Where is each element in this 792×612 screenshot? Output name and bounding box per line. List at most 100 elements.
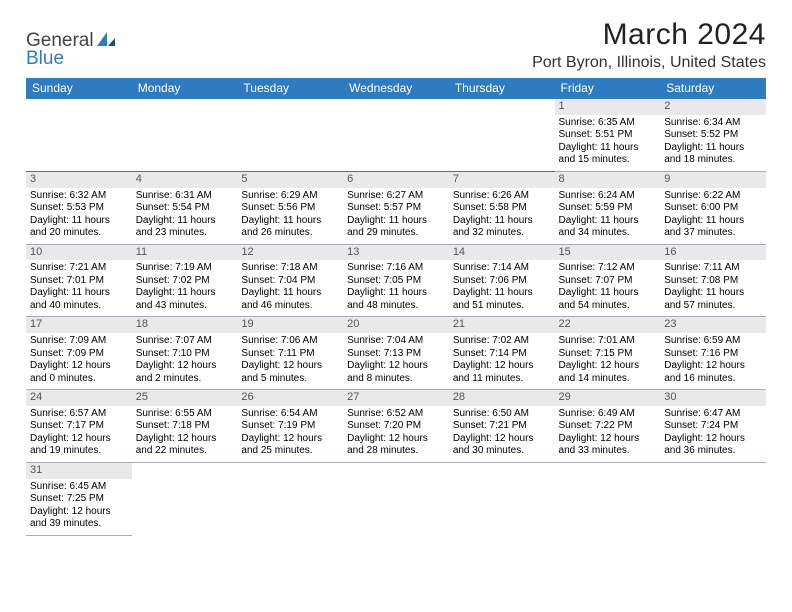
calendar-week-row: 24Sunrise: 6:57 AMSunset: 7:17 PMDayligh… xyxy=(26,390,766,463)
daylight-text: Daylight: 12 hours and 25 minutes. xyxy=(241,433,339,458)
day-number: 10 xyxy=(26,245,132,261)
sunrise-text: Sunrise: 7:09 AM xyxy=(30,335,128,348)
day-number: 15 xyxy=(555,245,661,261)
day-number: 25 xyxy=(132,390,238,406)
sunrise-text: Sunrise: 6:49 AM xyxy=(559,408,657,421)
calendar-week-row: 17Sunrise: 7:09 AMSunset: 7:09 PMDayligh… xyxy=(26,317,766,390)
calendar-cell xyxy=(660,462,766,535)
calendar-cell: 16Sunrise: 7:11 AMSunset: 7:08 PMDayligh… xyxy=(660,244,766,317)
sunset-text: Sunset: 7:09 PM xyxy=(30,348,128,361)
calendar-cell: 12Sunrise: 7:18 AMSunset: 7:04 PMDayligh… xyxy=(237,244,343,317)
day-number: 18 xyxy=(132,317,238,333)
calendar-cell: 21Sunrise: 7:02 AMSunset: 7:14 PMDayligh… xyxy=(449,317,555,390)
sunset-text: Sunset: 5:58 PM xyxy=(453,202,551,215)
sunset-text: Sunset: 5:57 PM xyxy=(347,202,445,215)
daylight-text: Daylight: 11 hours and 26 minutes. xyxy=(241,215,339,240)
sunrise-text: Sunrise: 7:16 AM xyxy=(347,262,445,275)
daylight-text: Daylight: 11 hours and 32 minutes. xyxy=(453,215,551,240)
day-number: 24 xyxy=(26,390,132,406)
calendar-cell: 7Sunrise: 6:26 AMSunset: 5:58 PMDaylight… xyxy=(449,171,555,244)
sunrise-text: Sunrise: 6:35 AM xyxy=(559,117,657,130)
sunset-text: Sunset: 6:00 PM xyxy=(664,202,762,215)
daylight-text: Daylight: 12 hours and 19 minutes. xyxy=(30,433,128,458)
calendar-cell: 10Sunrise: 7:21 AMSunset: 7:01 PMDayligh… xyxy=(26,244,132,317)
calendar-cell: 20Sunrise: 7:04 AMSunset: 7:13 PMDayligh… xyxy=(343,317,449,390)
calendar-cell: 23 Sunrise: 6:59 AMSunset: 7:16 PMDayligh… xyxy=(660,317,766,390)
sunset-text: Sunset: 5:51 PM xyxy=(559,129,657,142)
sunset-text: Sunset: 5:53 PM xyxy=(30,202,128,215)
daylight-text: Daylight: 12 hours and 16 minutes. xyxy=(664,360,762,385)
day-number: 23 xyxy=(660,317,766,333)
sunrise-text: Sunrise: 7:21 AM xyxy=(30,262,128,275)
day-number: 31 xyxy=(26,463,132,479)
sunset-text: Sunset: 7:22 PM xyxy=(559,420,657,433)
calendar-cell xyxy=(449,99,555,172)
daylight-text: Daylight: 12 hours and 39 minutes. xyxy=(30,506,128,531)
calendar-cell: 22Sunrise: 7:01 AMSunset: 7:15 PMDayligh… xyxy=(555,317,661,390)
sunset-text: Sunset: 7:02 PM xyxy=(136,275,234,288)
sunrise-text: Sunrise: 6:24 AM xyxy=(559,190,657,203)
weekday-header: Saturday xyxy=(660,78,766,99)
sunrise-text: Sunrise: 7:07 AM xyxy=(136,335,234,348)
sunrise-text: Sunrise: 6:52 AM xyxy=(347,408,445,421)
calendar-cell: 19Sunrise: 7:06 AMSunset: 7:11 PMDayligh… xyxy=(237,317,343,390)
sunset-text: Sunset: 7:16 PM xyxy=(664,348,762,361)
calendar-cell: 9Sunrise: 6:22 AMSunset: 6:00 PMDaylight… xyxy=(660,171,766,244)
sunset-text: Sunset: 7:05 PM xyxy=(347,275,445,288)
calendar-cell xyxy=(132,462,238,535)
calendar-cell: 25Sunrise: 6:55 AMSunset: 7:18 PMDayligh… xyxy=(132,390,238,463)
calendar-cell: 1Sunrise: 6:35 AMSunset: 5:51 PMDaylight… xyxy=(555,99,661,172)
daylight-text: Daylight: 11 hours and 48 minutes. xyxy=(347,287,445,312)
daylight-text: Daylight: 11 hours and 37 minutes. xyxy=(664,215,762,240)
day-number: 7 xyxy=(449,172,555,188)
calendar-header-row: SundayMondayTuesdayWednesdayThursdayFrid… xyxy=(26,78,766,99)
sunset-text: Sunset: 7:20 PM xyxy=(347,420,445,433)
sunset-text: Sunset: 7:25 PM xyxy=(30,493,128,506)
calendar-cell: 15Sunrise: 7:12 AMSunset: 7:07 PMDayligh… xyxy=(555,244,661,317)
month-title: March 2024 xyxy=(532,18,766,52)
calendar-week-row: 31Sunrise: 6:45 AMSunset: 7:25 PMDayligh… xyxy=(26,462,766,535)
calendar-cell xyxy=(237,462,343,535)
weekday-header: Wednesday xyxy=(343,78,449,99)
location: Port Byron, Illinois, United States xyxy=(532,54,766,72)
day-number: 26 xyxy=(237,390,343,406)
calendar-cell xyxy=(343,99,449,172)
calendar-cell: 30Sunrise: 6:47 AMSunset: 7:24 PMDayligh… xyxy=(660,390,766,463)
daylight-text: Daylight: 11 hours and 43 minutes. xyxy=(136,287,234,312)
daylight-text: Daylight: 12 hours and 8 minutes. xyxy=(347,360,445,385)
sunrise-text: Sunrise: 6:59 AM xyxy=(664,335,762,348)
sunset-text: Sunset: 7:08 PM xyxy=(664,275,762,288)
day-number: 17 xyxy=(26,317,132,333)
daylight-text: Daylight: 12 hours and 36 minutes. xyxy=(664,433,762,458)
day-number: 6 xyxy=(343,172,449,188)
daylight-text: Daylight: 12 hours and 0 minutes. xyxy=(30,360,128,385)
calendar-cell xyxy=(555,462,661,535)
calendar-week-row: 10Sunrise: 7:21 AMSunset: 7:01 PMDayligh… xyxy=(26,244,766,317)
day-number: 11 xyxy=(132,245,238,261)
calendar-cell: 29Sunrise: 6:49 AMSunset: 7:22 PMDayligh… xyxy=(555,390,661,463)
day-number: 2 xyxy=(660,99,766,115)
sunrise-text: Sunrise: 6:34 AM xyxy=(664,117,762,130)
calendar-cell xyxy=(26,99,132,172)
daylight-text: Daylight: 11 hours and 29 minutes. xyxy=(347,215,445,240)
day-number: 29 xyxy=(555,390,661,406)
weekday-header: Monday xyxy=(132,78,238,99)
sunset-text: Sunset: 5:56 PM xyxy=(241,202,339,215)
day-number: 20 xyxy=(343,317,449,333)
weekday-header: Tuesday xyxy=(237,78,343,99)
calendar-cell xyxy=(449,462,555,535)
sunrise-text: Sunrise: 7:18 AM xyxy=(241,262,339,275)
day-number: 14 xyxy=(449,245,555,261)
weekday-header: Friday xyxy=(555,78,661,99)
calendar-cell xyxy=(237,99,343,172)
calendar-cell: 17 Sunrise: 7:09 AMSunset: 7:09 PMDayligh… xyxy=(26,317,132,390)
daylight-text: Daylight: 11 hours and 57 minutes. xyxy=(664,287,762,312)
calendar-cell xyxy=(132,99,238,172)
calendar-cell: 28Sunrise: 6:50 AMSunset: 7:21 PMDayligh… xyxy=(449,390,555,463)
header: General March 2024 Port Byron, Illinois,… xyxy=(26,18,766,72)
calendar-cell: 27Sunrise: 6:52 AMSunset: 7:20 PMDayligh… xyxy=(343,390,449,463)
sunset-text: Sunset: 7:10 PM xyxy=(136,348,234,361)
sunrise-text: Sunrise: 6:57 AM xyxy=(30,408,128,421)
sunset-text: Sunset: 7:11 PM xyxy=(241,348,339,361)
daylight-text: Daylight: 12 hours and 28 minutes. xyxy=(347,433,445,458)
